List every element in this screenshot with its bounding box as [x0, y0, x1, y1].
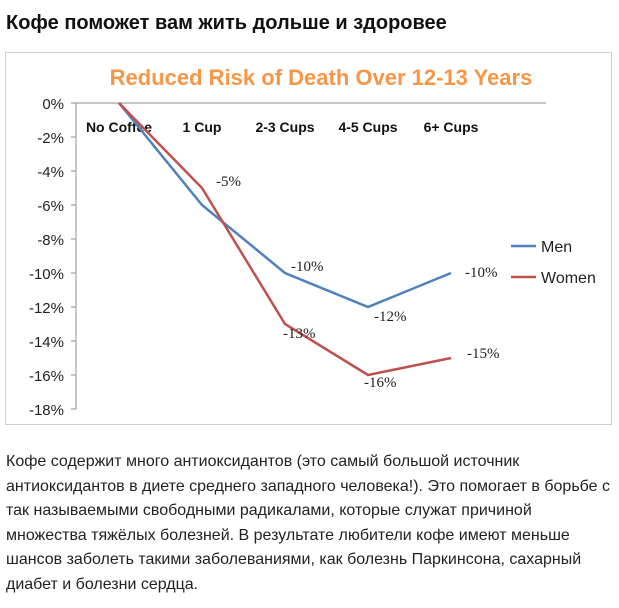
y-tick-label: -8%: [37, 232, 64, 249]
y-tick-label: -16%: [29, 368, 64, 385]
chart-frame: Reduced Risk of Death Over 12-13 Years N…: [5, 52, 612, 425]
chart-title: Reduced Risk of Death Over 12-13 Years: [110, 65, 533, 90]
line-chart: Reduced Risk of Death Over 12-13 Years N…: [29, 65, 596, 419]
data-label-men: -12%: [374, 309, 407, 325]
x-tick-label: 1 Cup: [183, 119, 222, 135]
data-label-women: -16%: [364, 375, 397, 391]
y-tick-label: -6%: [37, 198, 64, 215]
article-paragraph: Кофе содержит много антиоксидантов (это …: [6, 453, 610, 593]
legend-label-women: Women: [541, 270, 596, 287]
data-label-women: -5%: [216, 174, 241, 190]
data-label-women: -15%: [467, 346, 500, 362]
x-tick-label: 6+ Cups: [424, 119, 479, 135]
data-label-women: -13%: [283, 326, 316, 342]
legend-label-men: Men: [541, 239, 572, 256]
x-tick-label: 4-5 Cups: [338, 119, 397, 135]
y-tick-label: -2%: [37, 130, 64, 147]
y-tick-label: -10%: [29, 266, 64, 283]
x-tick-label: 2-3 Cups: [255, 119, 314, 135]
y-tick-label: -4%: [37, 164, 64, 181]
y-tick-label: -18%: [29, 402, 64, 419]
data-label-men: -10%: [291, 259, 324, 275]
y-tick-label: -14%: [29, 334, 64, 351]
article-heading: Кофе поможет вам жить дольше и здоровее: [6, 12, 447, 34]
data-label-men: -10%: [465, 265, 498, 281]
y-tick-label: -12%: [29, 300, 64, 317]
y-tick-label: 0%: [42, 96, 64, 113]
